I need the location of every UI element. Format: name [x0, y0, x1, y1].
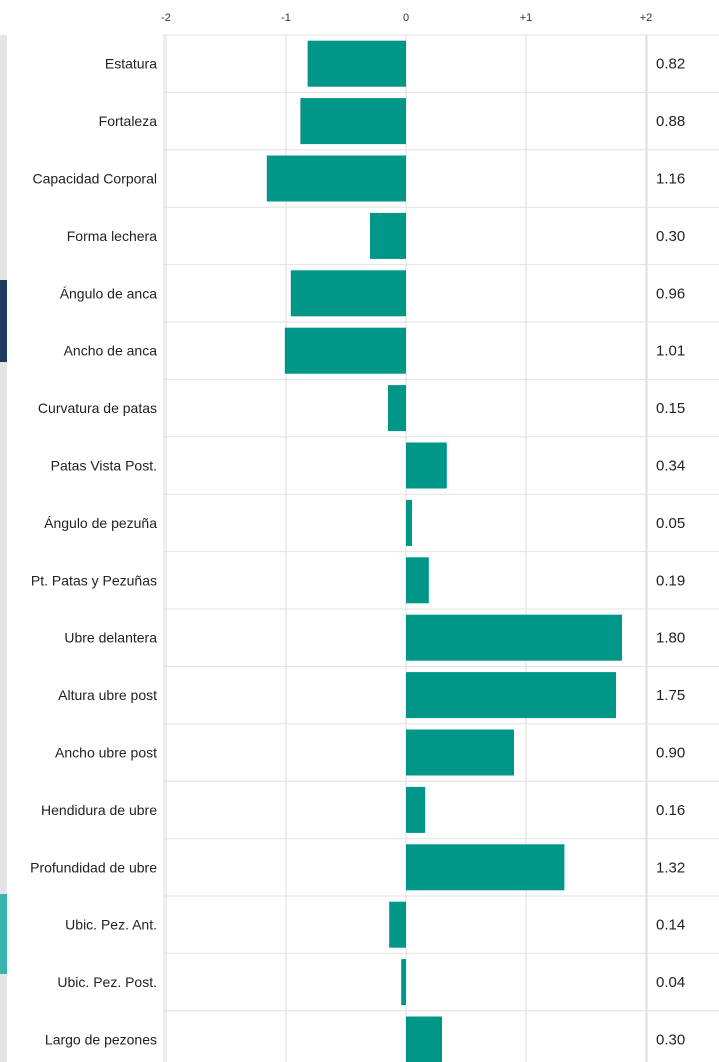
bar-layer: [266, 40, 622, 1062]
category-label: Curvatura de patas: [38, 400, 157, 416]
x-tick-label: +1: [520, 12, 533, 24]
bar: [388, 385, 406, 432]
bar: [406, 672, 616, 719]
category-label: Altura ubre post: [58, 687, 157, 703]
value-label: 1.80: [656, 630, 685, 647]
category-label: Estatura: [105, 56, 157, 72]
category-label: Profundidad de ubre: [30, 859, 157, 875]
value-label: 0.82: [656, 56, 685, 73]
label-layer: -2 -1 0 +1 +2 Estatura 0.82 Fortaleza 0.88 Capaci…: [30, 12, 685, 1049]
value-label: 0.15: [656, 400, 685, 417]
category-label: Ancho ubre post: [55, 745, 157, 761]
value-label: 1.01: [656, 343, 685, 360]
category-label: Hendidura de ubre: [41, 802, 157, 818]
grid-layer: [163, 34, 719, 1062]
bar: [389, 901, 406, 948]
value-label: 1.32: [656, 859, 685, 876]
bar: [406, 729, 514, 776]
bar: [266, 155, 406, 202]
category-label: Capacidad Corporal: [32, 171, 157, 187]
value-label: 0.90: [656, 745, 685, 762]
bar: [284, 327, 406, 374]
bar: [406, 786, 426, 833]
bar: [406, 499, 412, 546]
bar: [290, 270, 406, 317]
category-label: Ubic. Pez. Ant.: [65, 917, 157, 933]
category-label: Fortaleza: [99, 113, 158, 129]
value-label: 1.16: [656, 171, 685, 188]
bar: [406, 1016, 442, 1062]
bar: [406, 557, 429, 604]
category-label: Ángulo de anca: [60, 285, 158, 301]
category-label: Ubic. Pez. Post.: [57, 974, 157, 990]
value-label: 0.96: [656, 285, 685, 302]
side-strip-dark: [0, 280, 7, 362]
bar: [406, 844, 565, 891]
bar: [401, 959, 406, 1006]
value-label: 0.14: [656, 917, 685, 934]
side-strip-top: [0, 35, 7, 280]
value-label: 1.75: [656, 687, 685, 704]
value-label: 0.16: [656, 802, 685, 819]
side-strip-mid: [0, 362, 7, 894]
x-tick-label: -1: [281, 12, 291, 24]
category-label: Patas Vista Post.: [51, 458, 157, 474]
value-label: 0.19: [656, 572, 685, 589]
category-label: Forma lechera: [67, 228, 157, 244]
category-label: Largo de pezones: [45, 1032, 157, 1048]
value-label: 0.30: [656, 228, 685, 245]
value-label: 0.05: [656, 515, 685, 532]
side-strip-teal: [0, 894, 7, 974]
value-label: 0.88: [656, 113, 685, 130]
bar: [300, 98, 406, 145]
category-label: Ancho de anca: [64, 343, 158, 359]
bar: [406, 442, 447, 489]
side-strip-bottom: [0, 974, 7, 1062]
bar: [307, 40, 406, 87]
value-label: 0.34: [656, 458, 685, 475]
value-label: 0.04: [656, 974, 685, 991]
bar: [370, 212, 406, 259]
category-label: Ángulo de pezuña: [44, 515, 157, 531]
category-label: Pt. Patas y Pezuñas: [31, 572, 157, 588]
value-label: 0.30: [656, 1032, 685, 1049]
x-tick-label: 0: [403, 12, 409, 24]
x-tick-label: -2: [161, 12, 171, 24]
bar: [406, 614, 622, 661]
x-tick-label: +2: [640, 12, 653, 24]
category-label: Ubre delantera: [64, 630, 157, 646]
